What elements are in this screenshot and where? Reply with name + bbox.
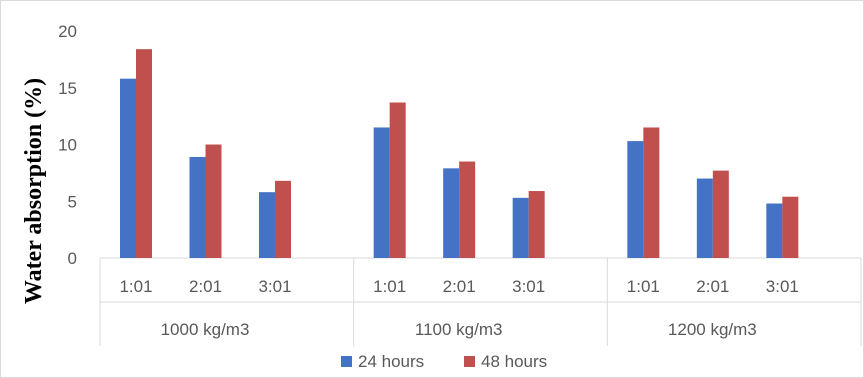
y-tick-label: 20: [58, 22, 77, 41]
bar-48-hours-2: [205, 144, 222, 258]
x-tick-label: 3:01: [512, 277, 545, 296]
legend-swatch: [341, 356, 352, 367]
bar-48-hours-8: [712, 170, 729, 258]
x-axis-category-labels: 1:01 2:01 3:01 1:01 2:01 3:01 1:01 2:01 3:01: [119, 277, 798, 296]
bar-24-hours-4: [373, 127, 390, 258]
y-tick-label: 10: [58, 136, 77, 155]
bar-48-hours-9: [782, 196, 799, 258]
x-tick-label: 3:01: [766, 277, 799, 296]
x-tick-label: 1:01: [627, 277, 660, 296]
y-axis-label: Water absorption (%): [21, 78, 47, 304]
x-group-label: 1100 kg/m3: [415, 320, 503, 339]
y-tick-label: 15: [58, 79, 77, 98]
bar-24-hours-9: [766, 203, 783, 258]
bar-48-hours-3: [275, 180, 291, 258]
bar-24-hours-8: [696, 178, 713, 258]
legend-swatch: [464, 356, 475, 367]
bar-48-hours-6: [528, 191, 545, 258]
y-tick-label: 5: [68, 192, 77, 211]
legend: 24 hours 48 hours: [341, 352, 547, 371]
y-tick-label: 0: [68, 249, 77, 268]
bar-24-hours-7: [627, 141, 644, 258]
x-tick-label: 3:01: [258, 277, 291, 296]
bar-24-hours-1: [120, 78, 136, 258]
x-tick-label: 2:01: [189, 277, 222, 296]
bar-48-hours-7: [643, 127, 660, 258]
x-group-label: 1000 kg/m3: [161, 320, 250, 339]
x-tick-label: 1:01: [119, 277, 152, 296]
x-group-label: 1200 kg/m3: [668, 320, 757, 339]
bar-24-hours-5: [443, 168, 460, 258]
axis-lines: [99, 257, 862, 346]
bar-48-hours-1: [136, 49, 152, 258]
y-axis-ticks: 0 5 10 15 20: [58, 22, 77, 268]
x-tick-label: 2:01: [443, 277, 476, 296]
bar-24-hours-2: [189, 156, 206, 258]
legend-label: 48 hours: [481, 352, 547, 371]
bars: [120, 49, 799, 258]
x-tick-label: 1:01: [373, 277, 406, 296]
legend-label: 24 hours: [358, 352, 424, 371]
x-tick-label: 2:01: [696, 277, 729, 296]
x-axis-group-labels: 1000 kg/m3 1100 kg/m3 1200 kg/m3: [161, 320, 757, 339]
bar-48-hours-4: [389, 102, 406, 258]
bar-48-hours-5: [459, 161, 476, 258]
bar-24-hours-6: [512, 197, 529, 258]
bar-24-hours-3: [259, 192, 275, 258]
